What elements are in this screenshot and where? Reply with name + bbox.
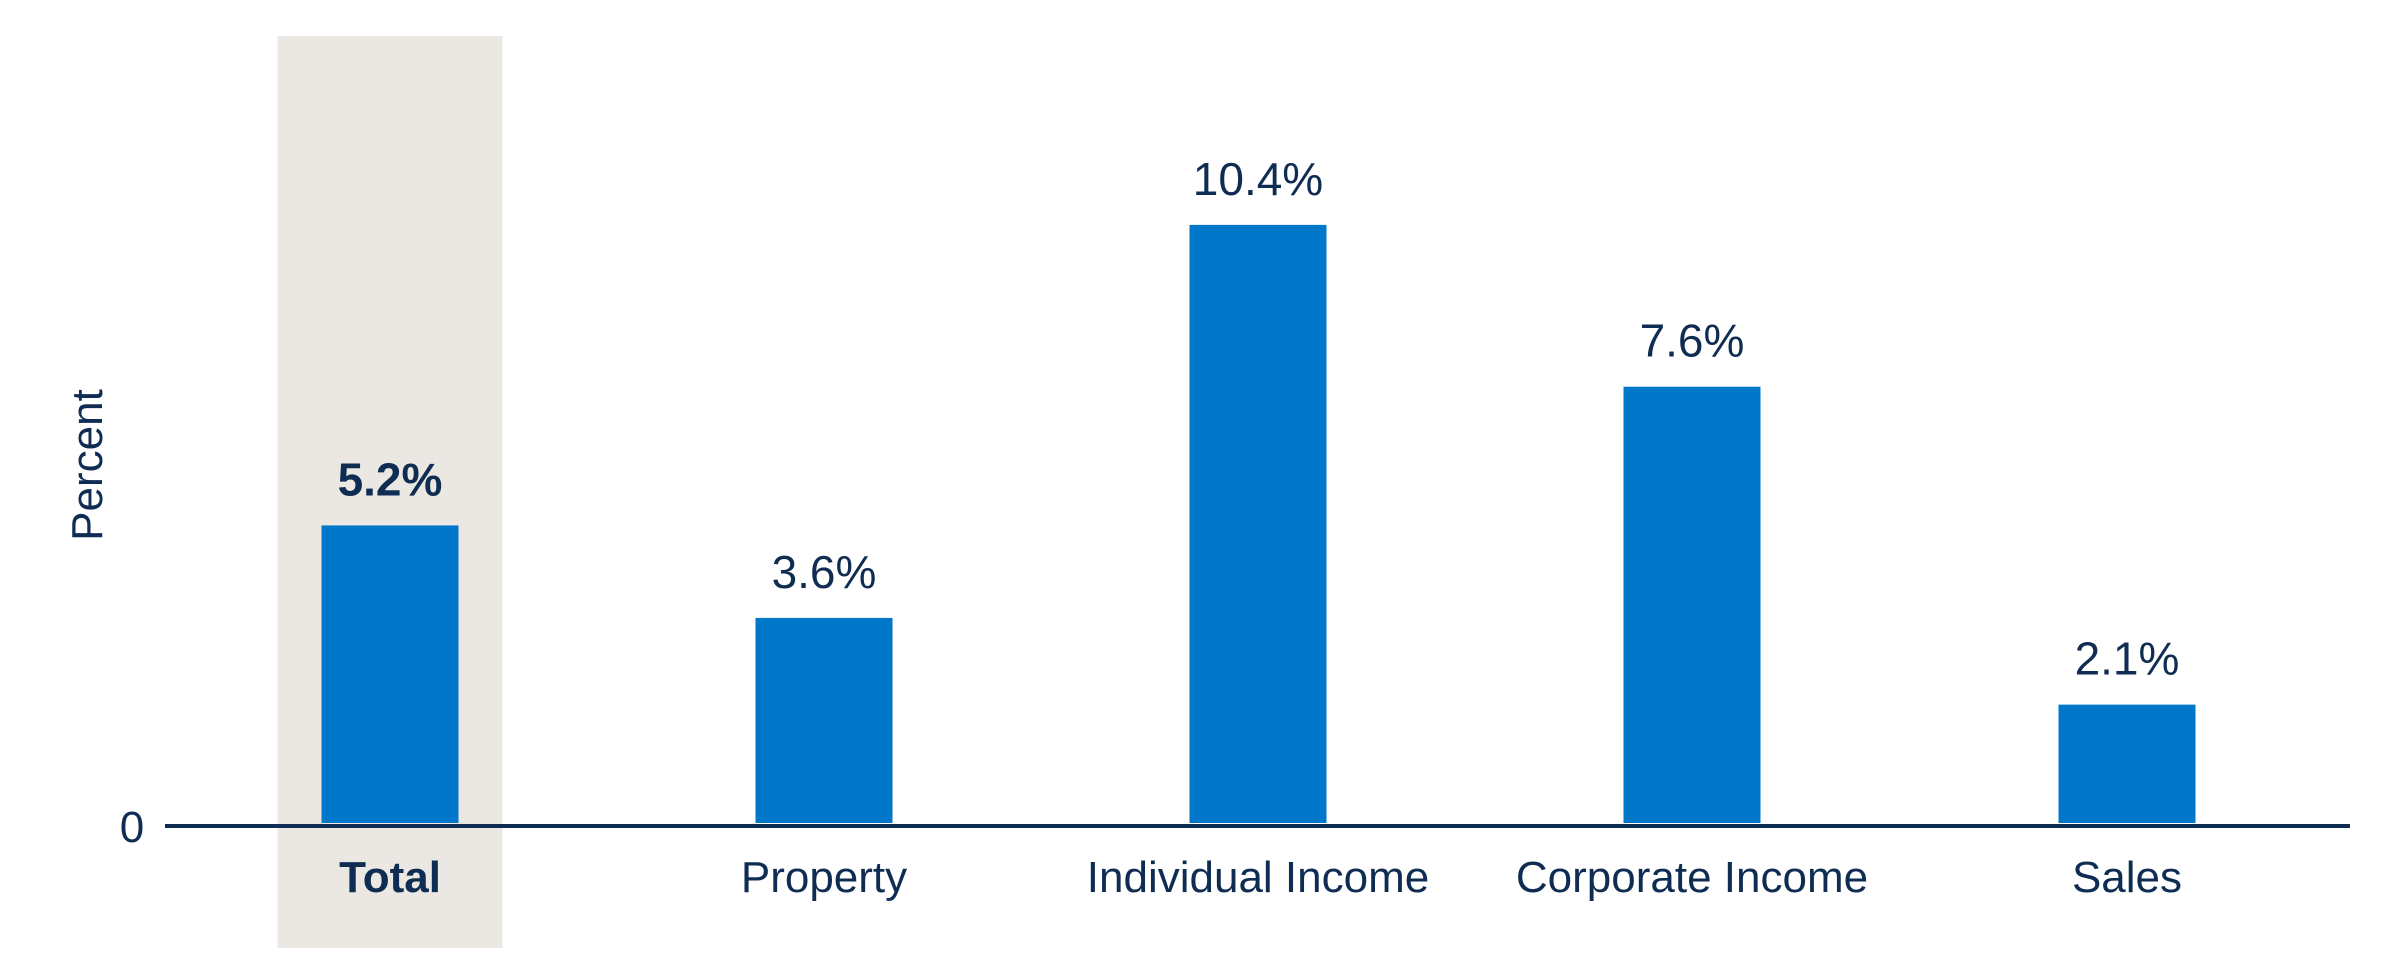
data-label: 10.4%	[1193, 153, 1323, 205]
y-tick-label: 0	[120, 803, 144, 852]
category-label: Individual Income	[1087, 853, 1429, 902]
bar	[321, 525, 459, 823]
bar	[2058, 704, 2196, 823]
bar	[1623, 386, 1761, 823]
y-axis-title: Percent	[63, 389, 112, 541]
labels-layer: 5.2% Total 3.6% Property 10.4% Individual Inc…	[338, 153, 2182, 902]
data-label: 5.2%	[338, 453, 443, 505]
category-label: Corporate Income	[1516, 853, 1868, 902]
category-label: Sales	[2072, 853, 2182, 902]
data-label: 2.1%	[2075, 633, 2180, 685]
bars-layer	[321, 224, 2196, 823]
bar	[755, 617, 893, 823]
data-label: 3.6%	[772, 546, 877, 598]
category-label: Property	[741, 853, 907, 902]
category-label: Total	[339, 853, 441, 902]
bar	[1189, 224, 1327, 823]
data-label: 7.6%	[1640, 315, 1745, 367]
